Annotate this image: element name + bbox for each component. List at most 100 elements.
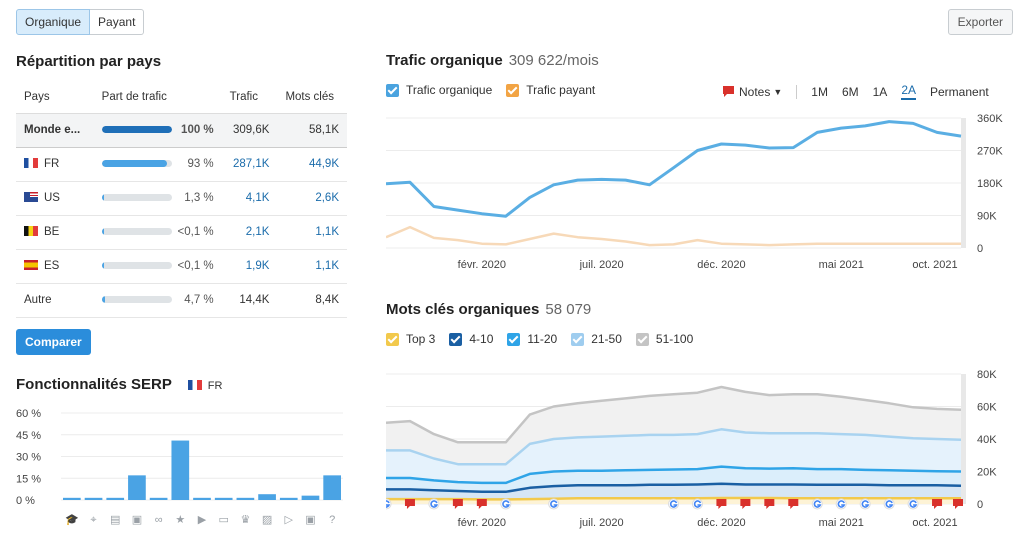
traffic-cell: 14,4K	[221, 283, 278, 318]
tab-organic[interactable]: Organique	[16, 9, 91, 35]
share-bar	[101, 296, 172, 304]
timeframe-bar: Notes ▼ 1M 6M 1A 2A Permanent	[722, 83, 989, 100]
x-tick-label: févr. 2020	[458, 517, 506, 529]
checkbox-icon	[449, 332, 463, 346]
note-icon	[723, 86, 734, 97]
note-icon[interactable]	[452, 499, 463, 509]
col-share[interactable]: Part de trafic	[93, 82, 222, 114]
tab-paid[interactable]: Payant	[90, 9, 145, 35]
share-cell: <0,1 %	[93, 249, 222, 284]
country-row[interactable]: Autre 4,7 % 14,4K 8,4K	[16, 283, 347, 318]
checkbox-icon	[571, 332, 585, 346]
legend-51-100-label: 51-100	[655, 332, 694, 346]
keywords-cell[interactable]: 2,6K	[277, 181, 347, 216]
notes-dropdown[interactable]: Notes ▼	[722, 85, 782, 99]
keywords-cell[interactable]: 1,1K	[277, 249, 347, 284]
country-name: ES	[44, 260, 60, 272]
country-name: FR	[44, 158, 60, 170]
note-icon[interactable]	[788, 499, 799, 509]
traffic-cell[interactable]: 1,9K	[221, 249, 278, 284]
checkbox-icon	[507, 332, 521, 346]
google-g-glyph	[813, 500, 822, 508]
keywords-cell[interactable]: 44,9K	[277, 147, 347, 182]
legend-top3[interactable]: Top 3	[386, 332, 435, 346]
organic-traffic-value: 309 622/mois	[508, 52, 599, 69]
serp-bar-help[interactable]	[323, 475, 341, 500]
keywords-cell[interactable]: 1,1K	[277, 215, 347, 250]
es-flag-icon	[24, 260, 38, 270]
col-country[interactable]: Pays	[16, 82, 94, 114]
country-cell: US	[16, 181, 94, 216]
serp-bar-link[interactable]	[149, 497, 168, 500]
share-cell: 93 %	[93, 147, 222, 182]
series-line	[386, 428, 962, 466]
y-tick-label: 80K	[977, 369, 997, 381]
serp-bar-image-stack[interactable]	[128, 475, 146, 500]
x-tick-label: févr. 2020	[458, 259, 506, 270]
legend-51-100[interactable]: 51-100	[635, 332, 694, 346]
organic-paid-toggle: Organique Payant	[16, 9, 145, 35]
serp-bar-play[interactable]	[279, 497, 298, 500]
legend-4-10[interactable]: 4-10	[449, 332, 493, 346]
notes-label: Notes	[739, 84, 771, 99]
be-flag-icon	[24, 226, 38, 236]
serp-bar-image[interactable]	[258, 494, 276, 500]
serp-features-chart: 0 % 15 % 30 % 45 % 60 % 🎓 ⌖ ▤ ▣ ∞ ★ ▶ ▭ ♛ ▨ ▷ ▣?	[16, 408, 343, 526]
serp-bar-news[interactable]	[106, 497, 125, 500]
country-row[interactable]: BE <0,1 % 2,1K 1,1K	[16, 215, 347, 250]
share-bar	[101, 126, 172, 134]
checkbox-icon	[506, 83, 520, 97]
share-pct: 4,7 %	[184, 294, 214, 306]
y-tick-label: 45 %	[16, 430, 41, 442]
note-icon[interactable]	[932, 499, 943, 509]
timeframe-permanent[interactable]: Permanent	[930, 84, 989, 99]
country-row[interactable]: Monde e... 100 % 309,6K 58,1K	[16, 113, 347, 148]
traffic-cell[interactable]: 2,1K	[221, 215, 278, 250]
y-tick-label: 180K	[977, 178, 1003, 190]
compare-button[interactable]: Comparer	[16, 329, 91, 355]
graduation-cap-icon: 🎓	[65, 514, 79, 526]
timeframe-6m[interactable]: 6M	[841, 84, 859, 99]
y-tick-label: 270K	[977, 146, 1003, 158]
country-name: Monde e...	[24, 124, 81, 136]
serp-bar-crown[interactable]	[236, 497, 255, 500]
country-cell: BE	[16, 215, 94, 250]
serp-bar-star[interactable]	[171, 440, 190, 500]
note-icon[interactable]	[740, 499, 751, 509]
series-line	[386, 482, 962, 494]
note-icon[interactable]	[764, 499, 775, 509]
serp-bar-map-pin[interactable]	[84, 497, 103, 500]
serp-bar-video-carousel[interactable]	[214, 497, 233, 500]
traffic-cell[interactable]: 287,1K	[221, 147, 278, 182]
note-icon[interactable]	[953, 499, 963, 509]
serp-bar-faq[interactable]	[301, 495, 320, 500]
note-icon[interactable]	[476, 499, 487, 509]
series-line-organic	[386, 120, 962, 218]
serp-bar-video[interactable]	[193, 497, 211, 500]
export-button[interactable]: Exporter	[947, 9, 1013, 35]
note-icon[interactable]	[404, 499, 415, 509]
col-keywords[interactable]: Mots clés	[277, 82, 347, 114]
y-tick-label: 20K	[977, 467, 997, 479]
col-traffic[interactable]: Trafic	[221, 82, 278, 114]
traffic-cell[interactable]: 4,1K	[221, 181, 278, 216]
legend-organic-traffic[interactable]: Trafic organique	[386, 83, 492, 97]
legend-21-50[interactable]: 21-50	[571, 332, 622, 346]
legend-11-20[interactable]: 11-20	[507, 332, 557, 346]
country-row[interactable]: US 1,3 % 4,1K 2,6K	[16, 181, 347, 216]
country-name: US	[44, 192, 60, 204]
country-table-header: Pays Part de trafic Trafic Mots clés	[16, 82, 347, 114]
country-row[interactable]: FR 93 % 287,1K 44,9K	[16, 147, 347, 182]
google-g-glyph	[693, 500, 702, 508]
organic-keywords-chart: 0 20K 40K 60K 80K févr. 2020 juil. 2020 déc. 20…	[386, 369, 997, 529]
timeframe-1a[interactable]: 1A	[872, 84, 888, 99]
country-row[interactable]: ES <0,1 % 1,9K 1,1K	[16, 249, 347, 284]
serp-bar-graduation-cap[interactable]	[63, 497, 81, 500]
note-icon[interactable]	[716, 499, 727, 509]
legend-paid-traffic[interactable]: Trafic payant	[506, 83, 595, 97]
serp-country[interactable]: FR	[187, 380, 222, 392]
timeframe-1m[interactable]: 1M	[811, 84, 828, 99]
google-g-glyph	[386, 500, 391, 508]
timeframe-2a[interactable]: 2A	[901, 83, 916, 100]
country-distribution-title: Répartition par pays	[16, 53, 162, 70]
